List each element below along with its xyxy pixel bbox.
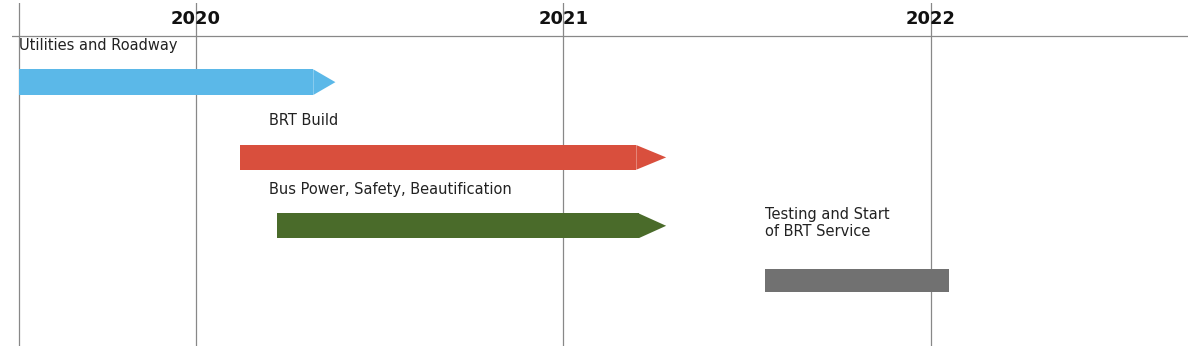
Text: Testing and Start
of BRT Service: Testing and Start of BRT Service	[766, 207, 890, 239]
Polygon shape	[277, 214, 638, 238]
Polygon shape	[19, 69, 313, 95]
Text: 2021: 2021	[539, 10, 588, 28]
Text: BRT Build: BRT Build	[269, 113, 338, 128]
Polygon shape	[766, 269, 949, 292]
Text: 2022: 2022	[906, 10, 955, 28]
Text: Utilities and Roadway: Utilities and Roadway	[19, 38, 178, 53]
Text: Bus Power, Safety, Beautification: Bus Power, Safety, Beautification	[269, 182, 512, 197]
Polygon shape	[240, 145, 636, 170]
Polygon shape	[638, 214, 666, 238]
Text: 2020: 2020	[170, 10, 221, 28]
Polygon shape	[636, 145, 666, 170]
Polygon shape	[313, 69, 336, 95]
